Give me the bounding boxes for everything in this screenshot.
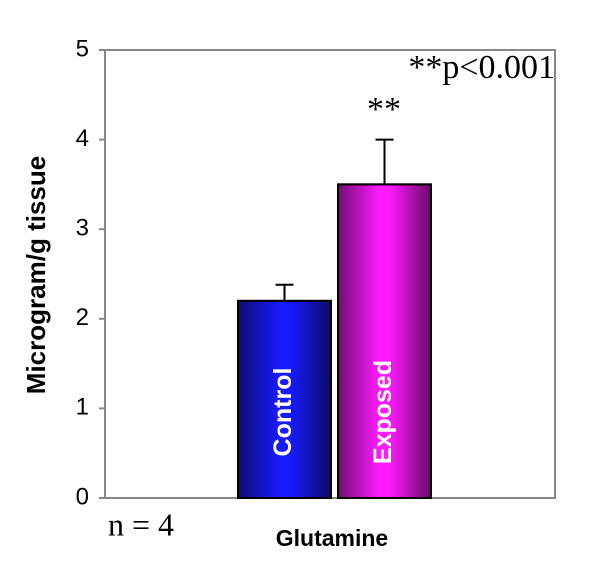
- bar-label: Control: [269, 368, 297, 457]
- y-tick-label: 1: [76, 394, 89, 421]
- y-axis-label: Microgram/g tissue: [21, 156, 51, 394]
- y-tick-label: 3: [76, 215, 89, 242]
- y-tick-label: 5: [76, 35, 89, 62]
- y-tick-label: 4: [76, 125, 89, 152]
- y-tick-label: 2: [76, 304, 89, 331]
- bar-shade: [337, 183, 432, 499]
- x-axis-label: Glutamine: [276, 525, 388, 551]
- bar-shade: [237, 299, 332, 499]
- bar-label: Exposed: [369, 360, 397, 464]
- annotation: n = 4: [108, 506, 174, 542]
- y-tick-label: 0: [76, 483, 89, 510]
- annotation: **: [367, 91, 401, 128]
- annotation: **p<0.001: [408, 49, 555, 86]
